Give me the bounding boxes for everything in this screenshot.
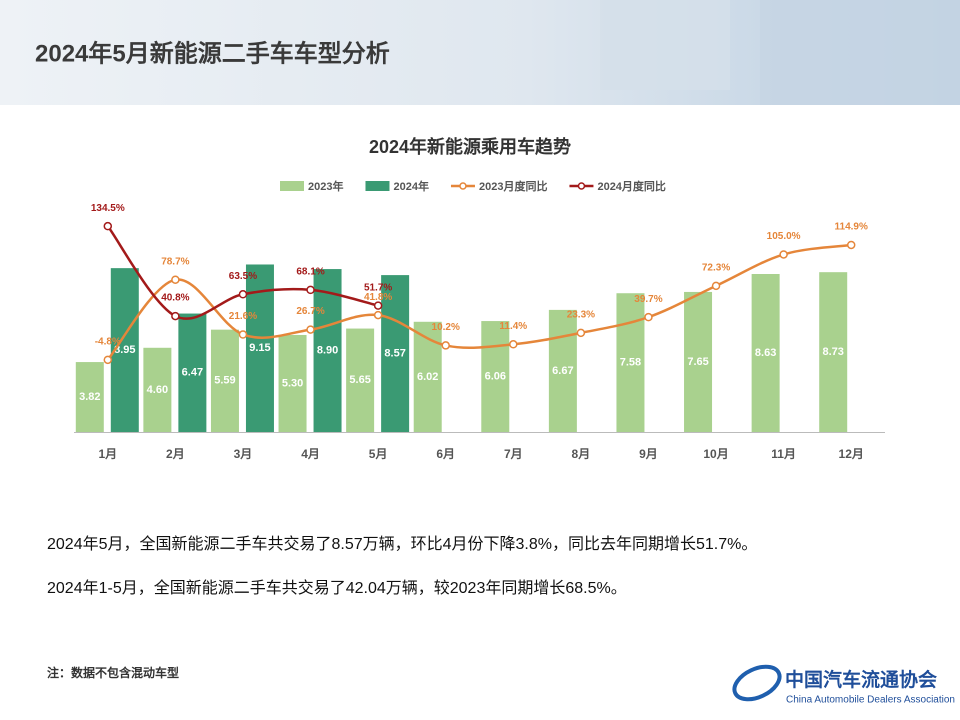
line-label: 41.8% [364, 292, 392, 303]
line-label: 10.2% [432, 322, 460, 333]
legend-swatch [365, 181, 390, 191]
bar-label: 7.65 [687, 356, 708, 368]
x-tick-label: 12月 [839, 447, 864, 461]
bar [278, 334, 307, 432]
line-label: 51.7% [364, 282, 392, 293]
x-tick-label: 1月 [98, 447, 117, 461]
bar [178, 313, 207, 432]
line-label: 68.1% [296, 267, 324, 278]
footnote: 注：数据不包含混动车型 [47, 665, 179, 680]
line-marker [238, 290, 248, 299]
paragraph: 2024年5月，全国新能源二手车共交易了8.57万辆，环比4月份下降3.8%，同… [47, 535, 757, 553]
x-tick-label: 2月 [166, 447, 185, 461]
bar-label: 6.47 [182, 367, 203, 379]
bar-label: 6.06 [485, 370, 506, 382]
x-tick-label: 5月 [369, 447, 388, 461]
line-marker [171, 311, 180, 321]
bar-label: 6.02 [417, 371, 438, 383]
line-marker [238, 330, 248, 339]
bar [548, 309, 577, 432]
x-tick-label: 10月 [703, 447, 728, 461]
line-marker [103, 355, 113, 365]
bar-label: 3.82 [79, 391, 100, 403]
line-marker [373, 301, 383, 310]
bar-label: 6.67 [552, 365, 573, 377]
header-cube [760, 0, 960, 105]
bar-label: 8.95 [114, 344, 135, 356]
legend-swatch [459, 182, 467, 190]
line-label: 26.7% [296, 306, 324, 317]
bar [381, 275, 410, 432]
line-label: 11.4% [499, 321, 527, 332]
x-tick-label: 3月 [234, 447, 253, 461]
logo-mark [732, 664, 782, 702]
bar [684, 291, 713, 432]
x-tick-label: 8月 [572, 447, 591, 461]
line-marker [306, 285, 315, 295]
line-label: 72.3% [702, 262, 730, 273]
line-marker [576, 328, 586, 338]
bar-label: 8.90 [317, 344, 338, 356]
line-label: 134.5% [91, 203, 125, 214]
bar [313, 269, 342, 432]
line-label: 63.5% [229, 271, 257, 282]
legend-label: 2024月度同比 [597, 179, 665, 193]
bar [143, 347, 172, 432]
line-marker [373, 310, 383, 320]
line-marker [509, 340, 518, 349]
bar-label: 5.59 [214, 375, 235, 387]
line-label: 21.6% [229, 311, 257, 322]
line-marker [779, 250, 788, 259]
line-label: 23.3% [567, 310, 595, 321]
line-marker [846, 240, 856, 250]
bar [481, 321, 510, 432]
line-marker [441, 341, 450, 350]
line-marker [171, 275, 180, 284]
legend-swatch [280, 181, 304, 191]
bar-label: 8.73 [822, 346, 843, 358]
x-tick-label: 7月 [504, 447, 523, 461]
logo-name: 中国汽车流通协会 [785, 668, 937, 691]
bar-label: 9.15 [249, 342, 270, 354]
x-tick-label: 9月 [639, 447, 658, 461]
chart-title: 2024年新能源乘用车趋势 [369, 136, 571, 157]
bar-label: 8.63 [755, 347, 776, 359]
bar-label: 8.57 [384, 347, 405, 359]
bar [75, 362, 104, 432]
bar [210, 329, 239, 432]
line-label: -4.8% [95, 336, 121, 347]
line-label: 105.0% [767, 231, 801, 242]
legend-label: 2023年 [308, 179, 343, 193]
legend-label: 2023月度同比 [479, 179, 547, 193]
line-label: 39.7% [634, 294, 662, 305]
bar [819, 272, 848, 432]
header-cube [600, 0, 730, 90]
paragraph: 2024年1-5月，全国新能源二手车共交易了42.04万辆，较2023年同期增长… [47, 579, 627, 597]
bar-label: 4.60 [147, 384, 168, 396]
line-label: 40.8% [161, 293, 189, 304]
bar-label: 5.30 [282, 377, 303, 389]
x-tick-label: 4月 [301, 447, 320, 461]
line-marker [103, 221, 113, 231]
x-tick-label: 11月 [771, 447, 796, 461]
legend-label: 2024年 [393, 179, 428, 193]
logo-english: China Automobile Dealers Association [786, 695, 955, 706]
bar [751, 274, 780, 432]
line-marker [711, 281, 721, 291]
line-label: 78.7% [161, 256, 189, 267]
bar [616, 293, 645, 432]
bar-label: 7.58 [620, 357, 641, 369]
line-label: 114.9% [835, 222, 868, 233]
legend-swatch [577, 182, 586, 190]
line-marker [644, 312, 653, 322]
x-tick-label: 6月 [436, 447, 455, 461]
line-marker [306, 325, 315, 334]
page-title: 2024年5月新能源二手车车型分析 [35, 39, 390, 67]
bar [346, 328, 375, 432]
bar-label: 5.65 [349, 374, 370, 386]
bar [413, 321, 442, 432]
